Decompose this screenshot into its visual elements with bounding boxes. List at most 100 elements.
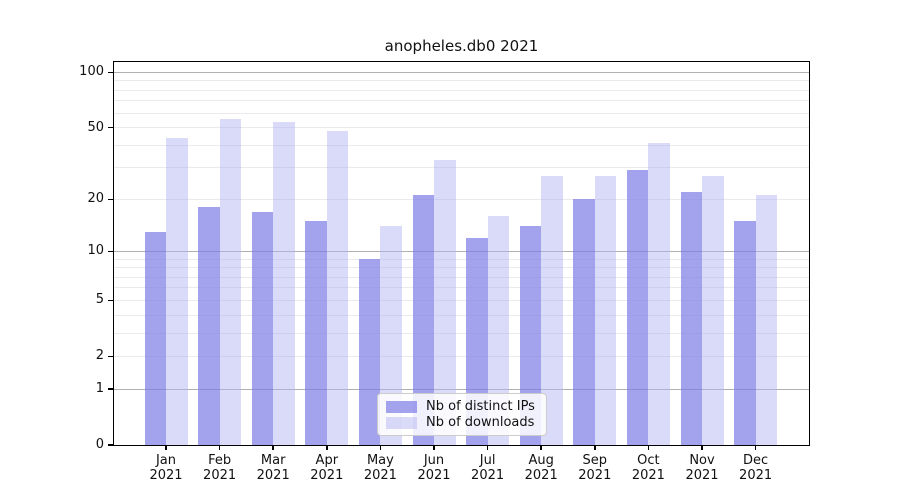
x-axis-tick-label: Nov 2021 <box>671 453 733 483</box>
gridline-minor <box>114 258 809 260</box>
x-tick-month: Aug <box>528 453 554 468</box>
bar-may-downloads <box>380 226 402 445</box>
y-axis-tick-label: 100 <box>79 64 104 80</box>
bar-oct-distinct-ips <box>626 170 649 445</box>
x-tick-mark <box>218 445 221 450</box>
gridline-minor <box>114 144 809 146</box>
x-tick-mark <box>165 445 167 450</box>
legend-entry-distinct-ips: Nb of distinct IPs <box>386 399 538 415</box>
legend-entry-downloads: Nb of downloads <box>386 415 538 431</box>
x-tick-year: 2021 <box>739 468 773 483</box>
gridline-minor <box>114 198 809 200</box>
gridline-minor <box>114 299 809 301</box>
x-tick-month: Jul <box>479 453 496 468</box>
plot-border <box>113 61 810 446</box>
x-tick-year: 2021 <box>685 468 719 483</box>
x-tick-year: 2021 <box>149 468 183 483</box>
x-axis-tick-label: Apr 2021 <box>296 453 358 483</box>
x-tick-month: Mar <box>260 453 286 468</box>
x-tick-mark <box>326 445 328 450</box>
legend-swatch-distinct-ips <box>386 401 417 413</box>
x-tick-mark <box>272 445 274 450</box>
gridline-minor <box>114 276 809 278</box>
bar-sep-distinct-ips <box>573 199 595 445</box>
x-tick-mark <box>486 445 489 450</box>
bar-aug-downloads <box>541 176 563 445</box>
legend-box: Nb of distinct IPs Nb of downloads <box>377 393 547 436</box>
y-tick-mark <box>108 355 113 358</box>
x-axis-tick-label: Feb 2021 <box>189 453 251 483</box>
y-tick-mark <box>108 71 113 74</box>
bar-jan-downloads <box>166 137 188 445</box>
bar-aug-distinct-ips <box>519 226 542 445</box>
y-axis-tick-label: 0 <box>95 437 104 452</box>
x-tick-mark <box>701 445 703 450</box>
x-tick-month: Apr <box>315 453 339 468</box>
bar-jul-downloads <box>487 216 510 445</box>
x-tick-month: Oct <box>637 453 660 468</box>
bar-apr-downloads <box>326 130 349 445</box>
bar-nov-downloads <box>702 176 724 445</box>
gridline-minor <box>114 332 809 334</box>
bar-mar-downloads <box>273 121 295 445</box>
y-tick-mark <box>108 388 113 390</box>
y-tick-mark <box>108 250 113 253</box>
x-tick-mark <box>379 445 382 450</box>
gridline-major <box>114 71 809 73</box>
legend-label-downloads: Nb of downloads <box>426 415 535 430</box>
x-tick-month: Sep <box>582 453 608 468</box>
y-axis-tick-label: 1 <box>95 381 104 397</box>
x-tick-mark <box>754 445 757 450</box>
x-tick-month: May <box>366 453 394 468</box>
x-tick-year: 2021 <box>471 468 505 483</box>
bar-sep-downloads <box>594 176 617 445</box>
bar-mar-distinct-ips <box>251 211 274 445</box>
x-axis-tick-label: Dec 2021 <box>725 453 787 483</box>
y-axis-tick-label: 5 <box>95 292 104 308</box>
y-tick-mark <box>108 299 113 302</box>
y-axis-tick-label: 2 <box>95 348 104 364</box>
gridline-minor <box>114 112 809 114</box>
y-tick-mark <box>108 126 113 129</box>
x-tick-mark <box>594 445 596 450</box>
gridline-minor <box>114 267 809 269</box>
bar-oct-downloads <box>648 143 670 445</box>
bar-may-distinct-ips <box>358 259 381 445</box>
y-axis-tick-label: 50 <box>87 119 104 135</box>
x-tick-mark <box>647 445 650 450</box>
chart-title: anopheles.db0 2021 <box>384 37 539 55</box>
bar-apr-distinct-ips <box>305 221 327 445</box>
x-axis-tick-label: Mar 2021 <box>242 453 304 483</box>
gridline-minor <box>114 167 809 169</box>
x-tick-year: 2021 <box>524 468 558 483</box>
x-tick-month: Dec <box>743 453 769 468</box>
x-tick-year: 2021 <box>578 468 612 483</box>
y-axis-tick-label: 20 <box>87 191 104 207</box>
legend-label-distinct-ips: Nb of distinct IPs <box>426 399 535 414</box>
x-tick-year: 2021 <box>310 468 344 483</box>
x-axis-tick-label: Aug 2021 <box>510 453 572 483</box>
gridline-minor <box>114 100 809 102</box>
gridline-minor <box>114 80 809 82</box>
x-tick-month: Jan <box>155 453 177 468</box>
x-axis-tick-label: Oct 2021 <box>617 453 679 483</box>
x-tick-year: 2021 <box>256 468 290 483</box>
gridline-minor <box>114 314 809 316</box>
x-axis-tick-label: Jun 2021 <box>403 453 465 483</box>
y-tick-mark <box>108 198 113 200</box>
x-tick-month: Jun <box>423 453 445 468</box>
bar-jun-distinct-ips <box>412 195 434 445</box>
bar-dec-distinct-ips <box>734 221 756 445</box>
x-axis-tick-label: May 2021 <box>349 453 411 483</box>
legend-swatch-downloads <box>386 417 417 429</box>
x-tick-mark <box>540 445 542 450</box>
gridline-major <box>114 388 809 390</box>
x-tick-month: Feb <box>208 453 232 468</box>
gridline-minor <box>114 89 809 91</box>
gridline-minor <box>114 355 809 357</box>
x-tick-mark <box>433 445 435 450</box>
bar-jun-downloads <box>434 160 456 445</box>
gridline-minor <box>114 287 809 289</box>
x-axis-tick-label: Jul 2021 <box>457 453 519 483</box>
